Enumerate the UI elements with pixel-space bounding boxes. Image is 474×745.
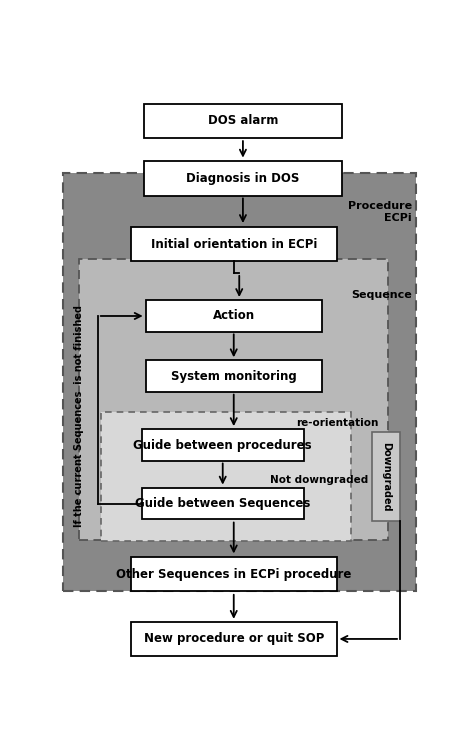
Bar (101, 412, 351, 541)
Bar (142, 488, 303, 519)
Bar (373, 432, 400, 521)
Bar (146, 300, 322, 332)
Text: Guide between procedures: Guide between procedures (133, 439, 312, 451)
Bar (131, 557, 337, 592)
Text: Procedure
ECPi: Procedure ECPi (348, 201, 412, 223)
Bar (63, 173, 416, 592)
Text: DOS alarm: DOS alarm (208, 115, 278, 127)
Bar (131, 622, 337, 656)
Bar (144, 161, 342, 195)
Text: Diagnosis in DOS: Diagnosis in DOS (186, 172, 300, 185)
Bar (80, 259, 388, 539)
Text: Action: Action (213, 309, 255, 323)
Bar (131, 227, 337, 261)
Bar (144, 104, 342, 138)
Text: Other Sequences in ECPi procedure: Other Sequences in ECPi procedure (116, 568, 351, 580)
Text: Sequence: Sequence (351, 290, 412, 300)
Text: New procedure or quit SOP: New procedure or quit SOP (144, 633, 324, 645)
Bar (146, 361, 322, 392)
Text: System monitoring: System monitoring (171, 370, 297, 383)
Text: Initial orientation in ECPi: Initial orientation in ECPi (151, 238, 317, 251)
Text: Not downgraded: Not downgraded (270, 475, 368, 485)
Text: Guide between Sequences: Guide between Sequences (135, 497, 310, 510)
Text: If the current Sequences  is not finished: If the current Sequences is not finished (74, 305, 84, 527)
Bar (142, 429, 303, 461)
Text: re-orientation: re-orientation (296, 417, 379, 428)
Text: Downgraded: Downgraded (381, 442, 391, 511)
